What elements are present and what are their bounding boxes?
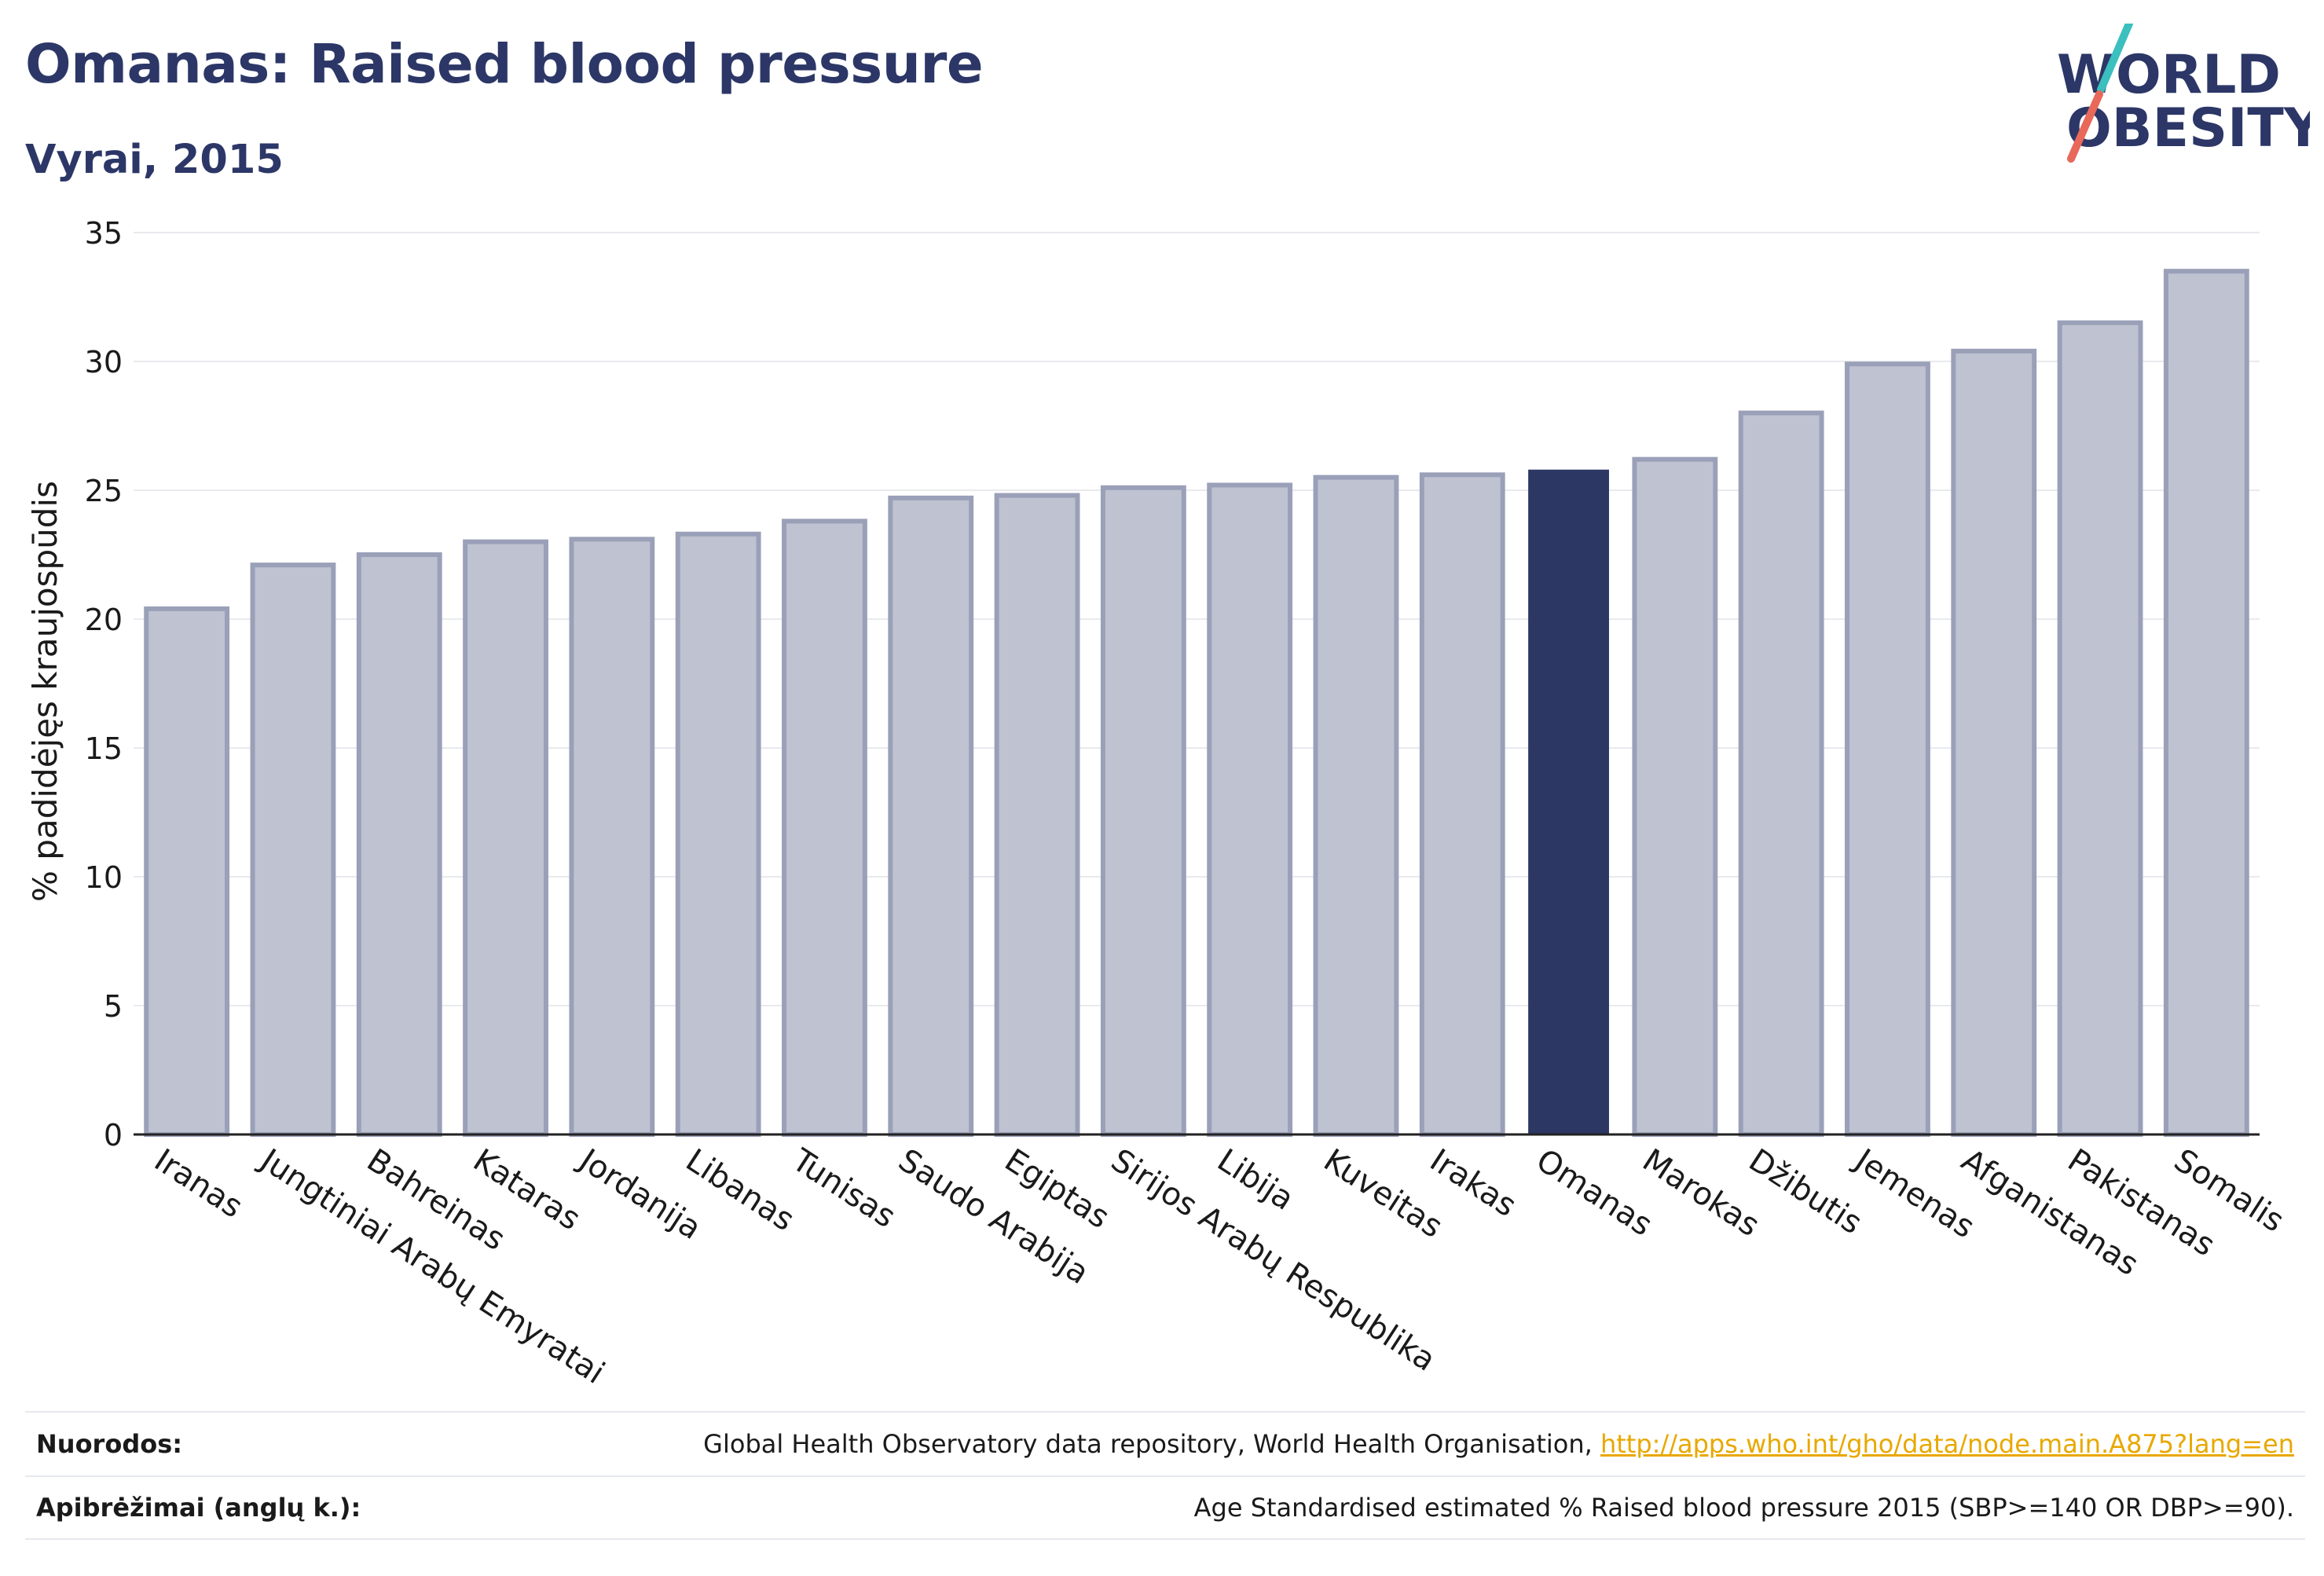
- logo-slash-top: [2097, 20, 2133, 93]
- bar: [463, 539, 548, 1137]
- y-tick-label: 20: [85, 603, 123, 637]
- y-tick-label: 25: [85, 474, 123, 508]
- bar: [1951, 348, 2037, 1137]
- x-tick-label: Saudo Arabija: [892, 1142, 1094, 1292]
- bar: [1419, 472, 1505, 1137]
- footer-sources-label: Nuorodos:: [36, 1429, 183, 1459]
- x-tick-label: Iranas: [148, 1142, 249, 1226]
- y-tick-label: 10: [85, 860, 123, 895]
- bar-highlighted: [1528, 469, 1609, 1134]
- x-tick-label: Jordanija: [571, 1141, 708, 1247]
- bar: [1845, 361, 1930, 1137]
- bar: [782, 519, 867, 1137]
- bar: [888, 495, 974, 1137]
- bar: [2163, 269, 2249, 1138]
- footer-sources-text: Global Health Observatory data repositor…: [703, 1429, 1600, 1459]
- bar: [1313, 475, 1399, 1137]
- bar-chart: 0 5 10 15 20 25 30 35 Iranas Jungtiniai Arabų Em…: [26, 216, 2290, 1391]
- bar: [1100, 485, 1186, 1137]
- y-tick-labels: 0 5 10 15 20 25 30 35: [85, 216, 123, 1153]
- footer-sources-row: Nuorodos: Global Health Observatory data…: [25, 1411, 2305, 1475]
- x-tick-label: Marokas: [1636, 1142, 1765, 1244]
- chart-title: Omanas: Raised blood pressure: [25, 33, 984, 96]
- x-tick-labels: Iranas Jungtiniai Arabų EmyrataiBahreinas…: [148, 1141, 2290, 1391]
- world-obesity-logo: WORLD OBESITY: [2043, 20, 2323, 165]
- bar: [144, 606, 230, 1137]
- bars: [144, 269, 2249, 1138]
- bar: [250, 563, 336, 1137]
- bar: [675, 531, 761, 1137]
- grid-lines: [134, 232, 2260, 1006]
- footer-definitions-text: Age Standardised estimated % Raised bloo…: [1193, 1493, 2294, 1523]
- x-tick-label: Džibutis: [1743, 1142, 1868, 1241]
- x-tick-label: Tunisas: [785, 1142, 902, 1235]
- y-tick-label: 30: [85, 345, 123, 379]
- bar: [994, 493, 1080, 1137]
- bar: [1632, 456, 1718, 1137]
- footer-sources-value: Global Health Observatory data repositor…: [703, 1429, 2305, 1459]
- y-tick-label: 35: [85, 216, 123, 251]
- bar: [1207, 482, 1293, 1137]
- logo-slash-bottom: [2067, 90, 2103, 163]
- footer-definitions-row: Apibrėžimai (anglų k.): Age Standardised…: [25, 1475, 2305, 1540]
- x-tick-label: Jemenas: [1846, 1141, 1981, 1245]
- x-tick-label: Omanas: [1530, 1142, 1659, 1244]
- x-tick-label: Afganistanas: [1955, 1142, 2145, 1283]
- bar: [356, 552, 442, 1137]
- bar: [2057, 320, 2143, 1137]
- y-axis-label: % padidėjęs kraujospūdis: [26, 481, 64, 902]
- bar: [1738, 410, 1824, 1137]
- bar: [569, 537, 655, 1137]
- footer-sources-link[interactable]: http://apps.who.int/gho/data/node.main.A…: [1600, 1429, 2294, 1459]
- logo-line1: WORLD: [2057, 44, 2281, 106]
- y-tick-label: 5: [104, 989, 123, 1024]
- x-tick-label: Kuveitas: [1318, 1142, 1450, 1245]
- footer-definitions-label: Apibrėžimai (anglų k.):: [36, 1493, 361, 1523]
- y-tick-label: 0: [104, 1118, 123, 1153]
- logo-line2: OBESITY: [2066, 97, 2310, 159]
- y-tick-label: 15: [85, 731, 123, 766]
- chart-subtitle: Vyrai, 2015: [25, 137, 284, 183]
